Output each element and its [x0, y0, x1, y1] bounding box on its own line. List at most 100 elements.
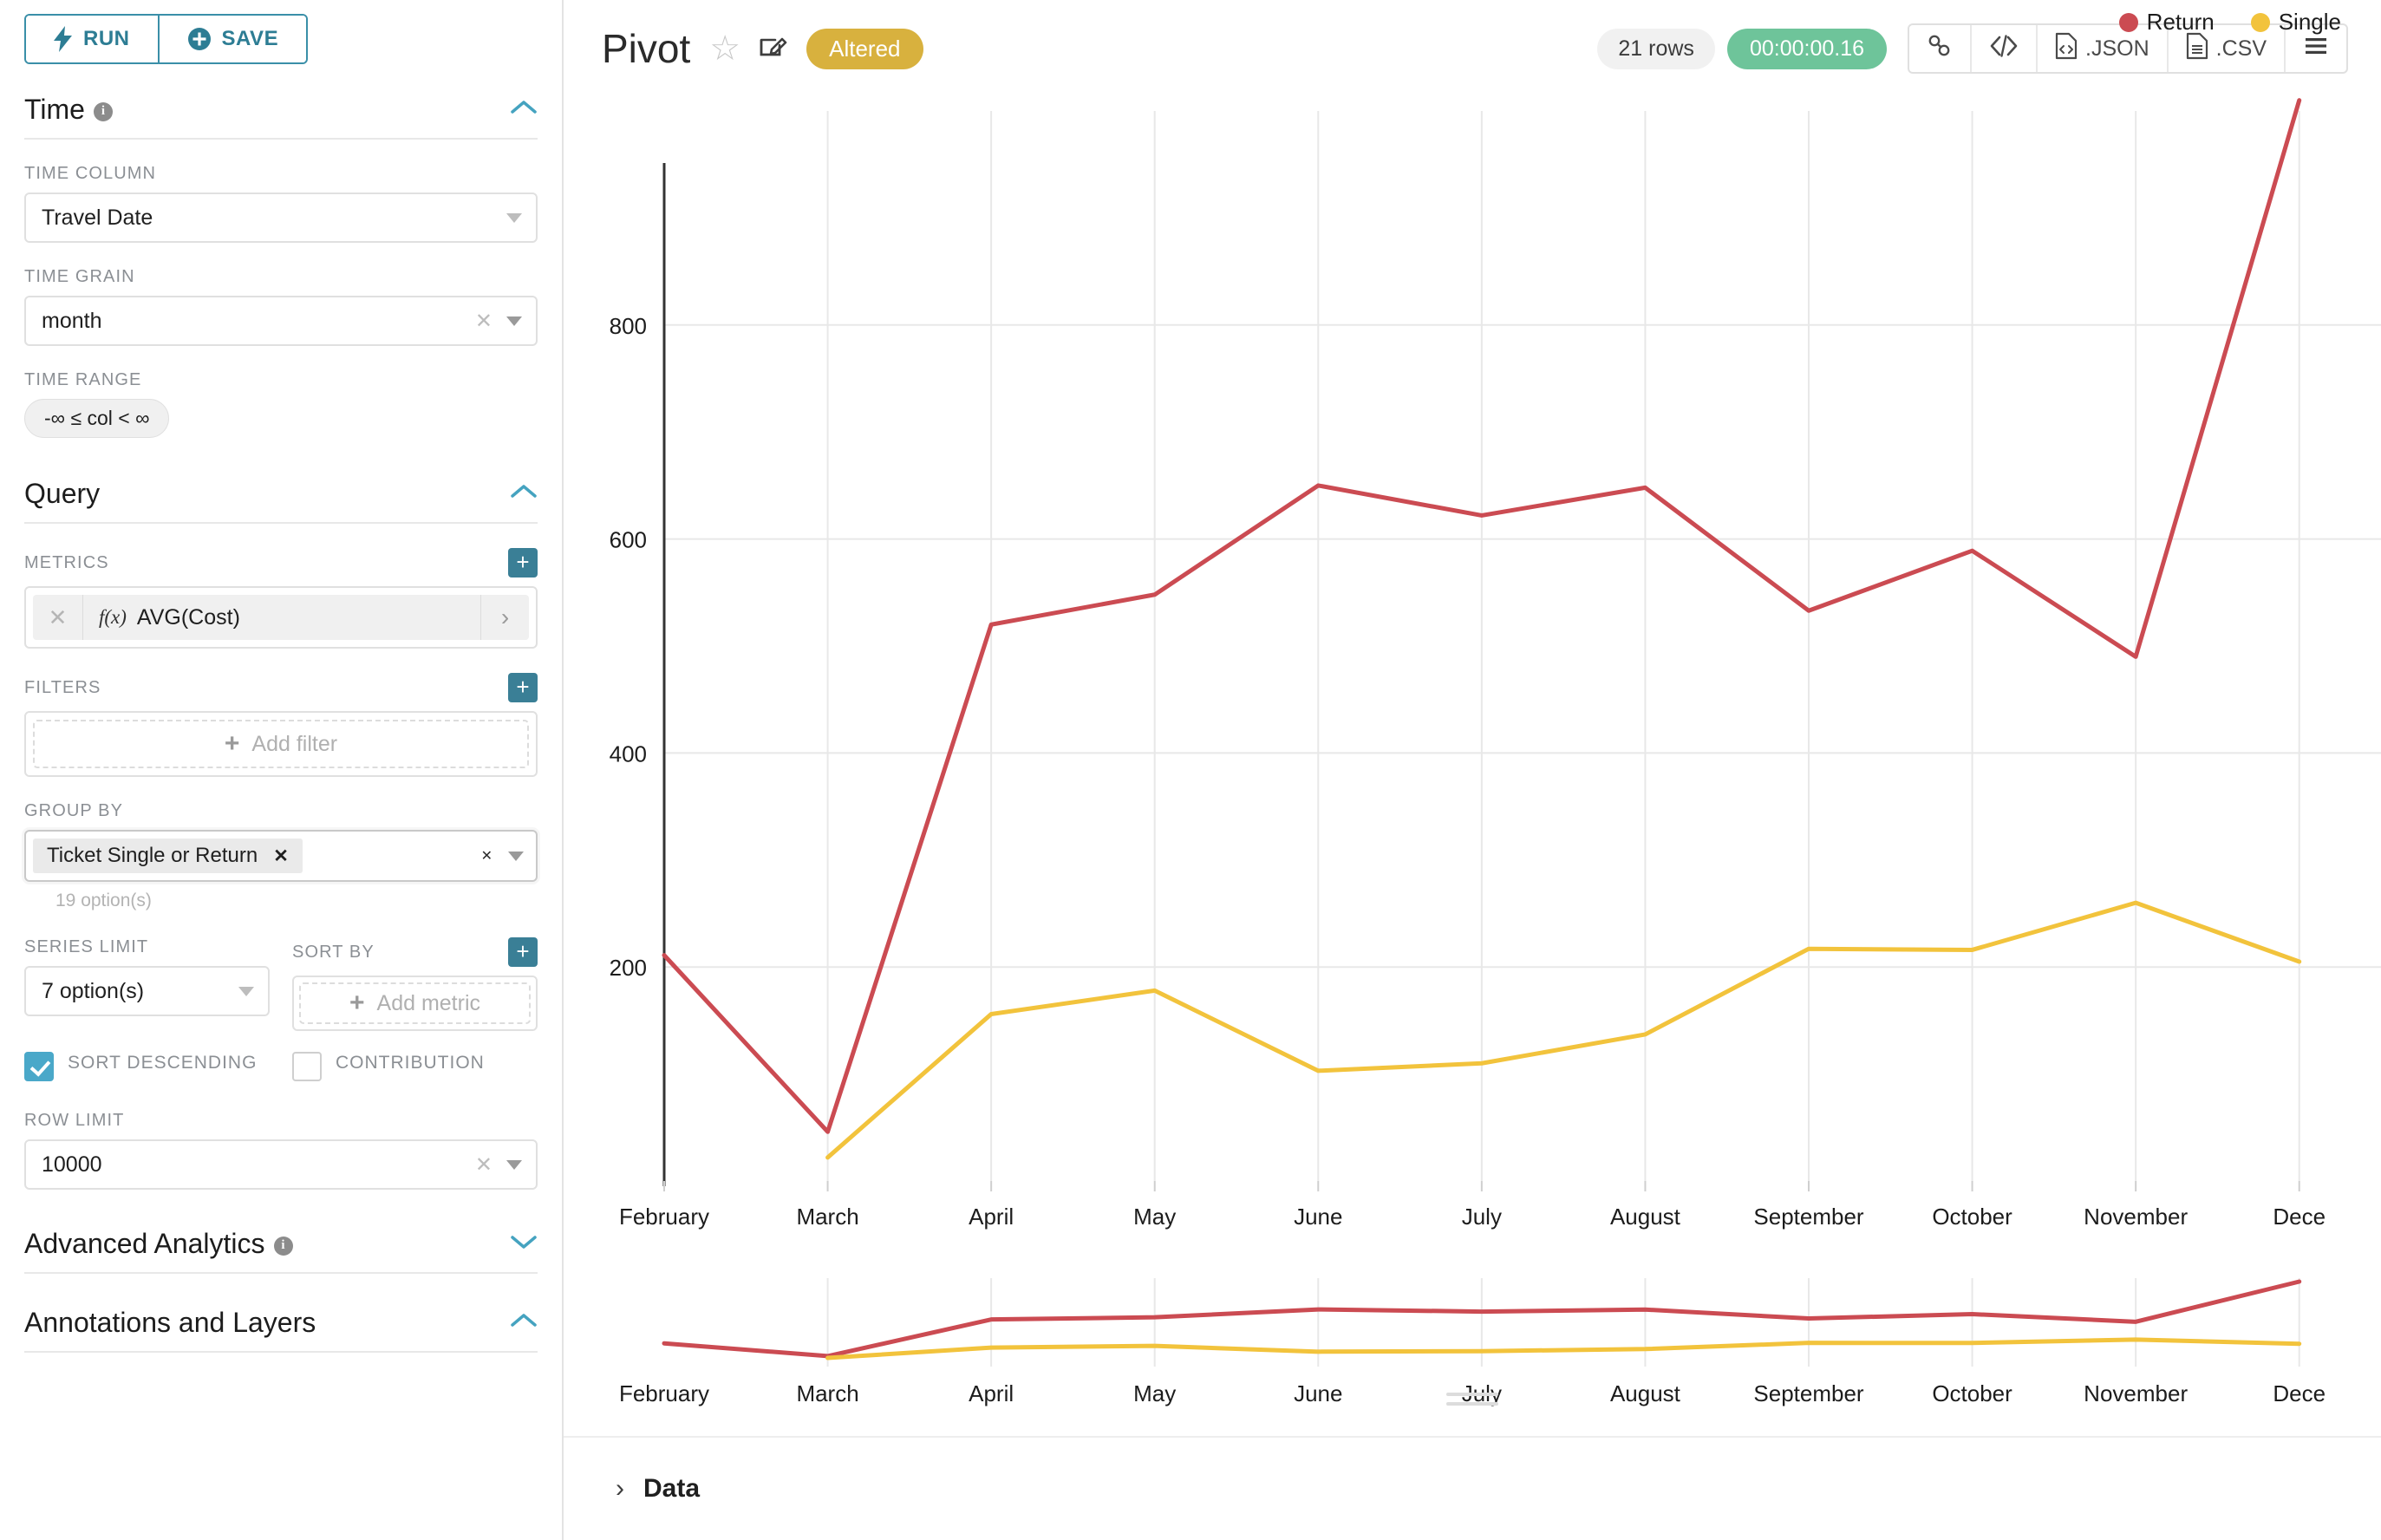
chevron-right-icon[interactable]: › [480, 595, 529, 640]
chevron-right-icon[interactable]: › [616, 1474, 624, 1503]
more-menu-button[interactable] [2284, 25, 2346, 72]
overview-x-tick: February [619, 1380, 709, 1406]
sort-by-label: SORT BY [292, 942, 375, 962]
add-filter-dropzone[interactable]: + Add filter [33, 720, 529, 768]
chevron-down-icon[interactable] [510, 1233, 538, 1255]
overview-series-single [825, 1337, 2302, 1361]
remove-metric-icon[interactable]: ✕ [33, 595, 83, 640]
info-icon[interactable]: i [273, 1236, 293, 1256]
chevron-down-icon[interactable] [506, 316, 522, 326]
x-axis-tick: Dece [2273, 1204, 2326, 1230]
filters-label: FILTERS [24, 677, 101, 697]
x-axis-tick: March [796, 1204, 858, 1230]
x-axis-tick: October [1932, 1204, 2012, 1230]
run-button[interactable]: RUN [26, 16, 158, 62]
status-badge[interactable]: Altered [806, 28, 923, 69]
sort-descending-checkbox[interactable]: SORT DESCENDING [24, 1052, 270, 1081]
chart-panel: Pivot ☆ Altered 21 rows 00:00:00.16 [564, 0, 2381, 1540]
chevron-up-icon[interactable] [510, 1312, 538, 1334]
time-grain-value: month [42, 308, 102, 333]
time-grain-label: TIME GRAIN [24, 267, 135, 286]
legend-label-return: Return [2146, 9, 2215, 35]
favorite-star-icon[interactable]: ☆ [709, 29, 741, 68]
resize-handle[interactable] [1446, 1393, 1498, 1412]
contribution-checkbox[interactable]: CONTRIBUTION [292, 1052, 538, 1081]
overview-x-tick: Dece [2273, 1380, 2326, 1406]
legend-item-single[interactable]: Single [2250, 9, 2341, 36]
data-panel-header[interactable]: › Data [564, 1436, 2381, 1540]
metrics-field: METRICS + ✕ f(x) AVG(Cost) › [24, 548, 538, 649]
x-axis-tick: June [1294, 1204, 1342, 1230]
clear-icon[interactable]: ✕ [474, 1152, 493, 1177]
row-limit-label: ROW LIMIT [24, 1111, 125, 1130]
add-sort-metric-button[interactable]: + [508, 937, 538, 967]
group-by-chip-label: Ticket Single or Return [47, 844, 258, 867]
export-csv-button[interactable]: .CSV [2166, 25, 2284, 72]
series-limit-select[interactable]: 7 option(s) [24, 966, 270, 1016]
overview-chart-svg[interactable]: February March April May June July August Septe… [564, 1275, 2381, 1431]
sort-by-list: + Add metric [292, 976, 538, 1031]
x-axis-tick: February [619, 1204, 709, 1230]
save-button-label: SAVE [221, 27, 279, 50]
metric-item[interactable]: ✕ f(x) AVG(Cost) › [33, 595, 529, 640]
section-header-annotations[interactable]: Annotations and Layers [24, 1307, 538, 1353]
time-range-label: TIME RANGE [24, 370, 142, 389]
line-series-single [825, 900, 2302, 1160]
section-header-advanced-analytics[interactable]: Advanced Analytics i [24, 1228, 538, 1274]
time-range-value[interactable]: -∞ ≤ col < ∞ [24, 399, 170, 438]
overview-x-tick: September [1753, 1380, 1864, 1406]
series-limit-label: SERIES LIMIT [24, 937, 149, 956]
checkbox-icon-checked[interactable] [24, 1052, 54, 1081]
add-filter-button[interactable]: + [508, 673, 538, 702]
chevron-up-icon[interactable] [510, 483, 538, 505]
group-by-chip[interactable]: Ticket Single or Return ✕ [33, 839, 303, 873]
y-axis-tick: 200 [610, 955, 647, 981]
section-title-advanced-analytics: Advanced Analytics [24, 1228, 265, 1259]
add-metric-button[interactable]: + [508, 548, 538, 578]
chevron-down-icon[interactable] [506, 212, 522, 223]
section-title-query: Query [24, 478, 101, 509]
x-axis-tick: July [1462, 1204, 1502, 1230]
share-link-button[interactable] [1909, 25, 1970, 72]
export-json-label: .JSON [2085, 36, 2149, 61]
checkbox-icon-unchecked[interactable] [292, 1052, 322, 1081]
legend-label-single: Single [2278, 9, 2341, 35]
run-button-label: RUN [83, 27, 130, 50]
y-axis-tick: 800 [610, 313, 647, 339]
add-sort-metric-dropzone[interactable]: + Add metric [299, 982, 531, 1024]
save-button[interactable]: SAVE [157, 16, 307, 62]
line-chart-container[interactable]: 200 400 600 800 February March April May June Jul… [564, 97, 2381, 1263]
plus-icon: + [224, 729, 240, 758]
run-save-group: RUN SAVE [24, 14, 309, 64]
chevron-up-icon[interactable] [510, 99, 538, 121]
overview-x-tick: November [2084, 1380, 2188, 1406]
time-column-label: TIME COLUMN [24, 164, 157, 183]
time-column-select[interactable]: Travel Date [24, 192, 538, 243]
view-query-button[interactable] [1970, 25, 2036, 72]
legend-swatch-return [2118, 12, 2138, 32]
time-range-field: TIME RANGE -∞ ≤ col < ∞ [24, 370, 538, 438]
chevron-down-icon[interactable] [238, 986, 254, 996]
edit-properties-icon[interactable] [758, 32, 787, 66]
clear-icon[interactable]: ✕ [474, 309, 493, 333]
time-grain-select[interactable]: month ✕ [24, 296, 538, 346]
line-series-return [662, 98, 2302, 1134]
line-chart-svg[interactable]: 200 400 600 800 February March April May June Jul… [564, 97, 2381, 1259]
clear-icon[interactable]: ✕ [480, 849, 493, 864]
legend-item-return[interactable]: Return [2118, 9, 2215, 36]
row-limit-select[interactable]: 10000 ✕ [24, 1139, 538, 1190]
remove-chip-icon[interactable]: ✕ [273, 845, 289, 866]
group-by-label: GROUP BY [24, 801, 124, 820]
chart-legend: Return Single [2118, 9, 2341, 36]
section-header-time[interactable]: Time i [24, 94, 538, 140]
group-by-select[interactable]: Ticket Single or Return ✕ ✕ [24, 830, 538, 882]
section-title-time: Time [24, 94, 85, 125]
overview-chart-container[interactable]: February March April May June July August Septe… [564, 1275, 2381, 1435]
section-header-query[interactable]: Query [24, 478, 538, 524]
x-axis-tick: August [1610, 1204, 1681, 1230]
info-icon[interactable]: i [93, 101, 113, 121]
chevron-down-icon[interactable] [506, 1159, 522, 1170]
chevron-down-icon[interactable] [508, 851, 524, 861]
export-json-button[interactable]: .JSON [2036, 25, 2167, 72]
